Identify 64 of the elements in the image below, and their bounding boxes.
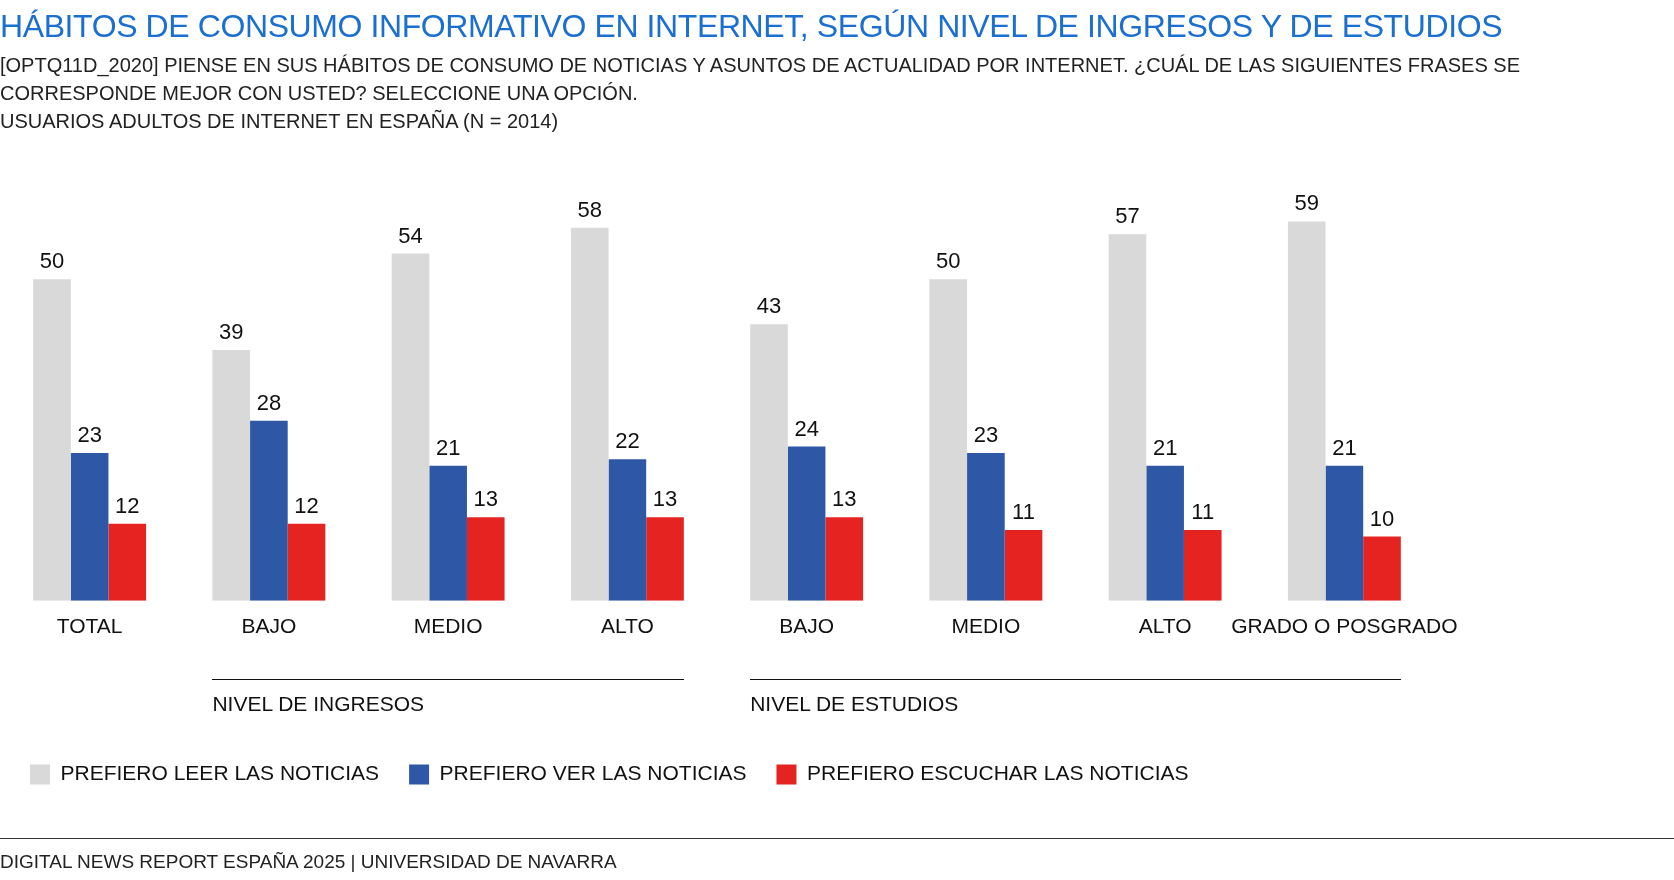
data-label: 50	[39, 248, 65, 274]
data-label: 23	[77, 421, 102, 447]
data-label: 50	[935, 248, 961, 274]
bar	[570, 227, 609, 601]
x-tick-label: ALTO	[1138, 614, 1192, 638]
data-label: 12	[115, 492, 140, 518]
chart-title: HÁBITOS DE CONSUMO INFORMATIVO EN INTERNET, SEGÚN NIVEL DE INGRESOS Y DE ESTUDIOS	[0, 8, 1504, 45]
bar	[212, 350, 251, 601]
data-label: 54	[398, 222, 423, 248]
data-label: 58	[577, 196, 602, 222]
x-tick-label: MEDIO	[951, 614, 1021, 638]
data-label: 13	[832, 486, 857, 512]
bar	[108, 523, 147, 601]
text: NIVEL DE INGRESOS	[212, 679, 684, 716]
bar	[825, 517, 864, 601]
x-tick-label: BAJO	[779, 614, 835, 638]
data-label: 39	[218, 319, 244, 345]
data-label: 22	[615, 428, 640, 454]
data-label: 11	[1012, 499, 1035, 525]
chart-subtitle: [OPTQ11D_2020] PIENSE EN SUS HÁBITOS DE CONSUMO DE NOTICIAS Y ASUNTOS DE ACTUALIDAD POR INTERNET. ¿CUÁL DE LAS SIGUIENTES FRASES SE CORRESPONDE MEJOR CON USTED? SELECCIONE UNA OPCIÓN. USUARIOS ADULTOS DE INTERNET EN ESPAÑA (N = 2014)	[0, 53, 1522, 134]
bar	[429, 465, 467, 601]
data-label: 21	[435, 434, 461, 460]
data-label: 43	[756, 293, 782, 319]
bar	[1287, 221, 1326, 601]
legend-label: PREFIERO ESCUCHAR LAS NOTICIAS	[806, 761, 1189, 785]
bar	[1108, 234, 1147, 601]
data-label: 21	[1332, 434, 1357, 460]
bar	[250, 420, 288, 601]
data-label: 21	[1152, 434, 1178, 460]
bar	[466, 517, 505, 601]
x-tick-label: TOTAL	[56, 614, 123, 638]
text: NIVEL DE ESTUDIOS	[750, 679, 1401, 716]
data-label: 13	[652, 486, 678, 512]
data-label: 11	[1191, 499, 1215, 525]
x-tick-label: BAJO	[241, 614, 297, 638]
x-tick-label: MEDIO	[413, 614, 483, 638]
bar	[1146, 465, 1184, 601]
bar	[750, 324, 788, 601]
x-tick-label: ALTO	[600, 614, 654, 638]
bar	[391, 253, 430, 601]
data-label: 59	[1294, 190, 1319, 216]
data-label: 24	[794, 415, 819, 441]
bar	[1004, 530, 1043, 601]
data-label: 10	[1369, 505, 1395, 531]
bar	[787, 446, 826, 601]
bar	[287, 523, 326, 601]
data-label: 23	[973, 421, 999, 447]
bar	[1363, 536, 1401, 601]
bar	[929, 279, 968, 601]
bar	[1325, 465, 1364, 601]
data-label: 28	[256, 389, 282, 415]
data-label: 57	[1115, 203, 1140, 229]
legend-label: PREFIERO VER LAS NOTICIAS	[439, 761, 747, 785]
bar	[1183, 530, 1222, 601]
bar	[33, 279, 71, 601]
data-label: 12	[294, 492, 319, 518]
bar	[646, 517, 684, 601]
bar	[70, 452, 109, 601]
legend-label: PREFIERO LEER LAS NOTICIAS	[60, 761, 380, 785]
bar	[608, 459, 647, 601]
bar	[967, 452, 1005, 601]
data-label: 13	[473, 486, 499, 512]
text: DIGITAL NEWS REPORT ESPAÑA 2025 | UNIVERSIDAD DE NAVARRA	[0, 838, 1674, 873]
x-tick-label: GRADO O POSGRADO	[1231, 614, 1458, 638]
